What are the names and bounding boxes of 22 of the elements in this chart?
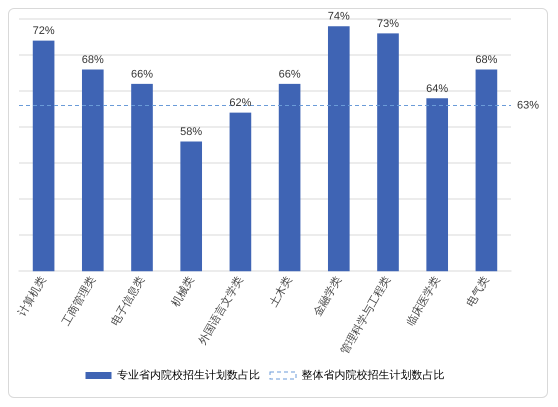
data-label: 62% — [229, 97, 252, 110]
x-tick-label: 计算机类 — [16, 274, 49, 319]
x-tick-label: 金融学类 — [310, 274, 344, 319]
data-label: 68% — [475, 54, 498, 66]
legend-label: 整体省内院校招生计划数占比 — [302, 368, 444, 382]
x-tick-label: 机械类 — [168, 274, 196, 310]
data-label: 64% — [426, 82, 448, 95]
x-tick-label: 土木类 — [267, 274, 295, 310]
x-tick-label: 电气类 — [464, 274, 492, 310]
data-label: 58% — [180, 126, 202, 138]
x-tick-label: 外国语言文学类 — [196, 274, 246, 348]
data-label: 74% — [328, 10, 350, 23]
data-label: 66% — [130, 68, 154, 80]
data-label: 72% — [32, 25, 55, 38]
legend-label: 专业省内院校招生计划数占比 — [117, 368, 260, 382]
text: 63% — [517, 99, 540, 112]
data-label: 66% — [278, 68, 301, 80]
data-label: 68% — [82, 54, 104, 66]
x-tick-label: 电子信息类 — [108, 274, 148, 328]
x-tick-label: 临床医学类 — [404, 274, 442, 328]
data-label: 73% — [376, 18, 400, 30]
x-tick-label: 工商管理类 — [59, 274, 98, 328]
